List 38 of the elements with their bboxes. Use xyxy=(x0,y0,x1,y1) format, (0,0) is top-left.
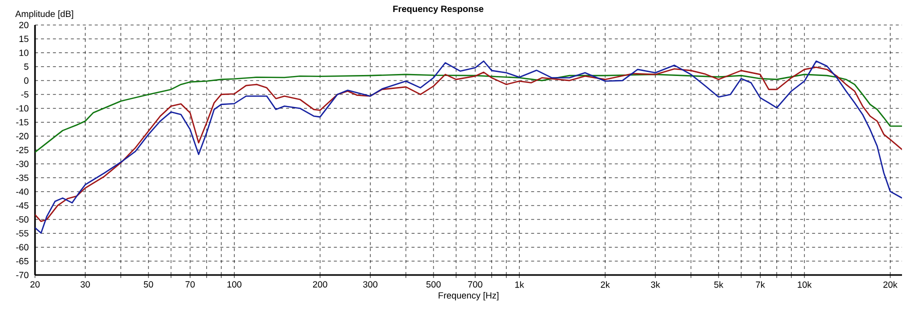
x-tick-label: 10k xyxy=(798,281,812,288)
y-tick-label: -5 xyxy=(21,91,28,98)
x-tick-label: 20k xyxy=(883,281,898,288)
x-tick-label: 2k xyxy=(600,281,610,288)
chart-title: Frequency Response xyxy=(393,6,484,14)
y-tick-label: -70 xyxy=(16,272,28,278)
y-tick-label: -35 xyxy=(16,174,28,181)
x-axis-title: Frequency [Hz] xyxy=(438,292,498,300)
y-tick-label: -30 xyxy=(16,160,28,168)
y-tick-label: -10 xyxy=(16,105,28,112)
y-tick-label: -55 xyxy=(16,230,28,236)
x-tick-label: 7k xyxy=(756,281,765,288)
x-tick-label: 700 xyxy=(468,281,482,288)
y-axis-title: Amplitude [dB] xyxy=(15,10,74,19)
y-tick-label: -65 xyxy=(16,258,28,264)
y-tick-label: -45 xyxy=(16,202,28,209)
x-tick-label: 100 xyxy=(227,281,242,288)
x-tick-label: 300 xyxy=(363,281,378,288)
y-tick-label: 0 xyxy=(24,77,28,84)
x-tick-label: 50 xyxy=(144,281,154,288)
y-tick-label: 10 xyxy=(19,50,28,56)
x-tick-label: 3k xyxy=(650,281,660,288)
y-tick-label: -60 xyxy=(16,244,28,250)
x-tick-label: 20 xyxy=(30,281,40,288)
y-tick-label: 20 xyxy=(19,22,28,28)
x-tick-label: 5k xyxy=(714,281,724,288)
y-tick-label: 5 xyxy=(24,64,28,70)
y-tick-label: 15 xyxy=(19,36,28,42)
x-tick-label: 500 xyxy=(426,281,441,288)
x-tick-label: 30 xyxy=(80,281,90,288)
y-tick-label: -15 xyxy=(16,119,28,126)
x-tick-label: 200 xyxy=(313,281,328,288)
x-tick-label: 1k xyxy=(515,281,524,288)
y-tick-label: -25 xyxy=(16,146,28,154)
y-tick-label: -20 xyxy=(16,132,28,140)
x-tick-label: 70 xyxy=(186,281,195,288)
y-tick-label: -50 xyxy=(16,216,28,223)
y-tick-label: -40 xyxy=(16,188,28,195)
